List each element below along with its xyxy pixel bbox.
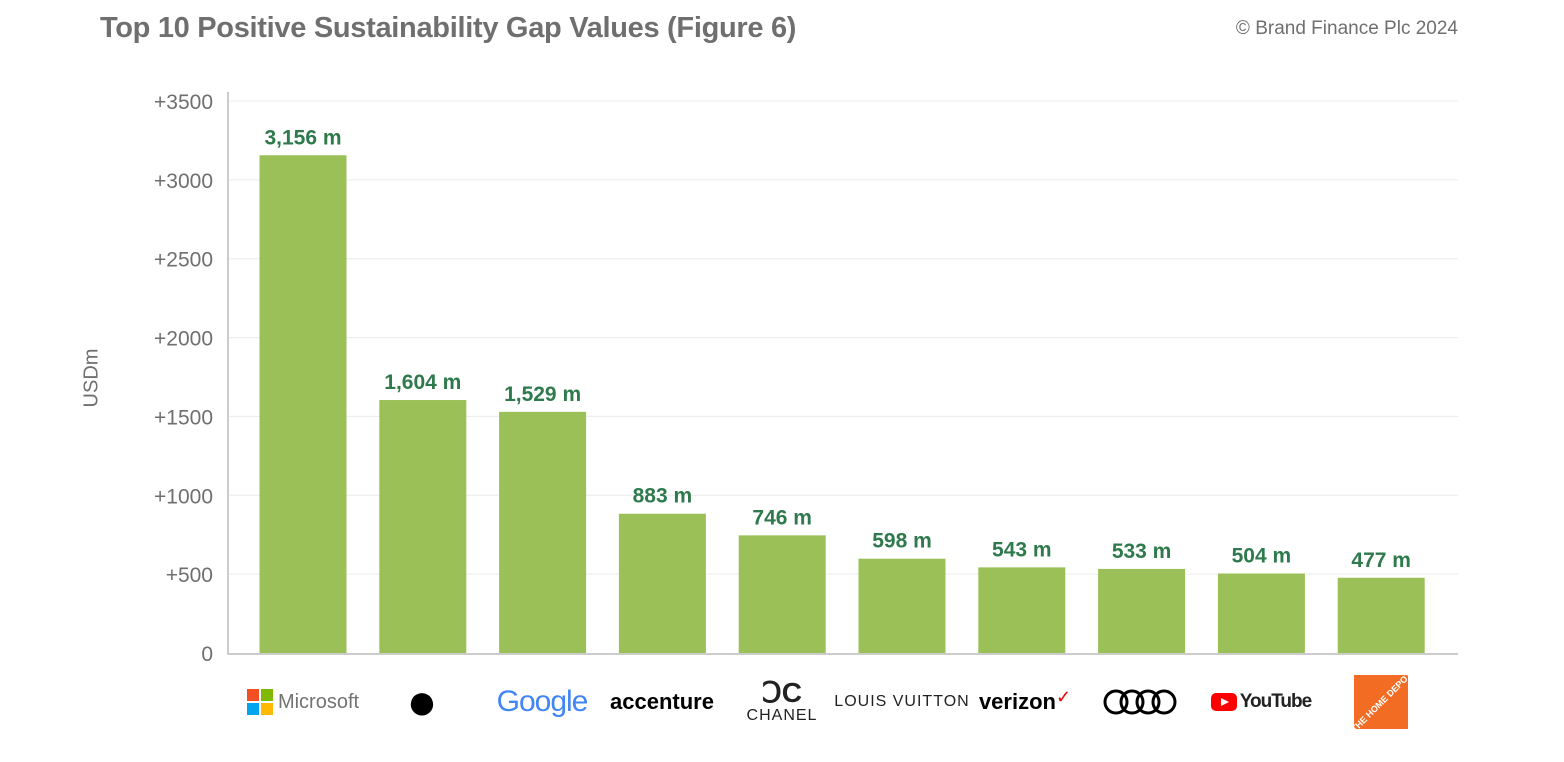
chanel-cc-icon: ↃC bbox=[762, 677, 802, 708]
data-label: 883 m bbox=[633, 485, 693, 508]
logo-text: THE HOME DEPOT bbox=[1354, 675, 1408, 729]
logo-text: accenture bbox=[610, 689, 714, 714]
apple-icon: ● bbox=[406, 673, 438, 731]
data-label: 598 m bbox=[872, 530, 932, 553]
bar bbox=[1217, 573, 1305, 653]
y-tick-label: +1000 bbox=[154, 485, 213, 508]
y-tick-label: +2500 bbox=[154, 249, 213, 272]
bar bbox=[499, 411, 587, 653]
data-label: 1,529 m bbox=[504, 383, 581, 406]
bar bbox=[1337, 577, 1425, 653]
logo-text: LOUIS VUITTON bbox=[834, 693, 970, 710]
logo-google: Google bbox=[482, 672, 602, 732]
y-tick-label: 0 bbox=[201, 643, 213, 666]
bar bbox=[978, 567, 1066, 653]
logo-verizon: verizon ✓ bbox=[965, 672, 1085, 732]
logo-microsoft: Microsoft bbox=[243, 672, 363, 732]
bar bbox=[738, 535, 826, 653]
audi-rings-icon bbox=[1103, 689, 1177, 715]
logo-text: Microsoft bbox=[277, 690, 360, 713]
y-tick-label: +2000 bbox=[154, 328, 213, 351]
data-label: 543 m bbox=[992, 538, 1052, 561]
logo-text: verizon bbox=[978, 689, 1056, 714]
logo-apple: ● bbox=[362, 672, 482, 732]
y-tick-label: +500 bbox=[166, 564, 213, 587]
logo-home-depot: THE HOME DEPOT bbox=[1321, 672, 1441, 732]
data-label: 746 m bbox=[752, 506, 812, 529]
data-label: 1,604 m bbox=[384, 371, 461, 394]
youtube-play-icon bbox=[1210, 693, 1237, 711]
y-tick-label: +3500 bbox=[154, 91, 213, 114]
y-tick-label: +1500 bbox=[154, 406, 213, 429]
bar bbox=[259, 155, 347, 653]
logo-audi bbox=[1081, 672, 1201, 732]
y-tick-label: +3000 bbox=[154, 170, 213, 193]
bar bbox=[618, 513, 706, 653]
verizon-check-icon: ✓ bbox=[1055, 686, 1072, 707]
logo-text: CHANEL bbox=[746, 707, 818, 724]
chart-title: Top 10 Positive Sustainability Gap Value… bbox=[100, 12, 797, 44]
logo-accenture: accenture bbox=[602, 672, 722, 732]
bar bbox=[379, 400, 467, 653]
logo-louis-vuitton: LOUIS VUITTON bbox=[832, 672, 972, 732]
bar bbox=[1098, 568, 1186, 653]
microsoft-icon bbox=[246, 689, 273, 715]
data-label: 533 m bbox=[1112, 540, 1172, 563]
data-label: 504 m bbox=[1232, 545, 1292, 568]
bar bbox=[858, 558, 946, 653]
data-label: 477 m bbox=[1351, 549, 1411, 572]
data-label: 3,156 m bbox=[264, 126, 341, 149]
logo-text: YouTube bbox=[1239, 691, 1312, 712]
copyright: © Brand Finance Plc 2024 bbox=[1235, 18, 1458, 39]
logo-text: Google bbox=[496, 685, 589, 718]
logo-chanel: ↃC CHANEL bbox=[722, 672, 842, 732]
logo-youtube: YouTube bbox=[1201, 672, 1321, 732]
